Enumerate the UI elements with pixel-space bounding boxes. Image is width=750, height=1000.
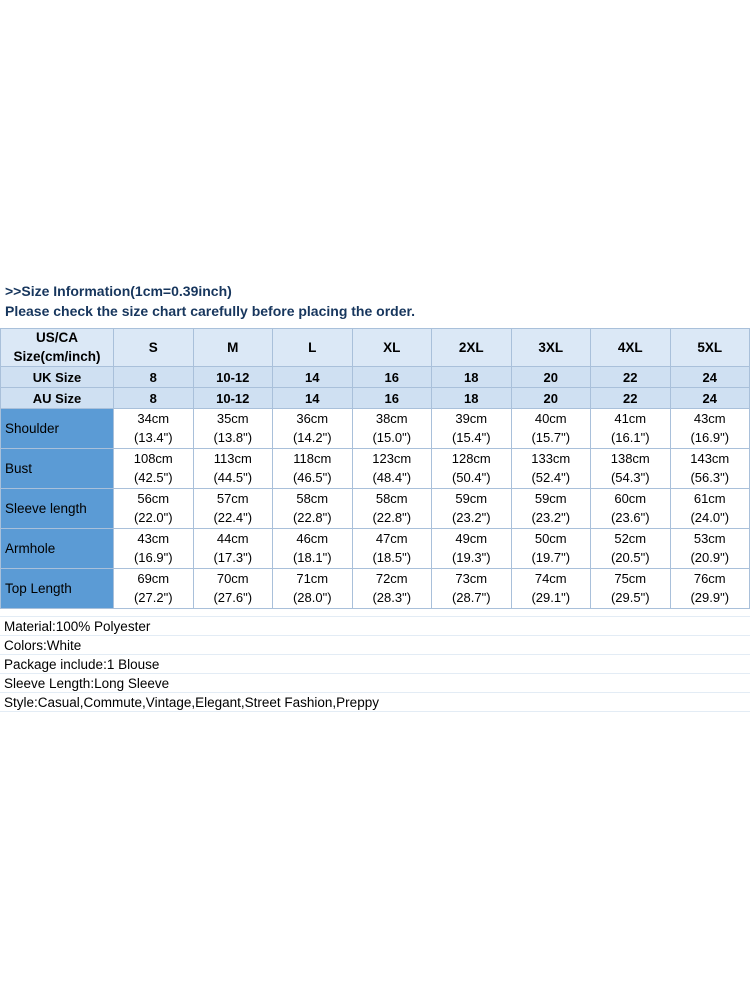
uk-size-value: 14: [272, 366, 353, 388]
size-cell: 39cm (15.4"): [431, 408, 512, 449]
au-size-value: 16: [351, 387, 432, 409]
size-cell: 36cm (14.2"): [272, 408, 353, 449]
size-col-header-xl: XL: [351, 328, 432, 367]
product-details-block: Material:100% Polyester Colors:White Pac…: [0, 616, 750, 712]
size-cell: 58cm (22.8"): [351, 488, 432, 529]
au-size-value: 24: [669, 387, 750, 409]
table-row-shoulder: Shoulder 34cm (13.4") 35cm (13.8") 36cm …: [0, 408, 750, 449]
au-size-value: 8: [113, 387, 194, 409]
detail-sleeve-length: Sleeve Length:Long Sleeve: [0, 674, 750, 693]
size-cell: 35cm (13.8"): [192, 408, 273, 449]
uk-size-value: 24: [669, 366, 750, 388]
table-row-sleeve-length: Sleeve length 56cm (22.0") 57cm (22.4") …: [0, 488, 750, 529]
table-row-top-length: Top Length 69cm (27.2") 70cm (27.6") 71c…: [0, 568, 750, 609]
uk-size-value: 22: [590, 366, 671, 388]
uk-size-row: UK Size 8 10-12 14 16 18 20 22 24: [0, 366, 750, 388]
uk-size-value: 20: [510, 366, 591, 388]
size-cell: 49cm (19.3"): [431, 528, 512, 569]
size-cell: 138cm (54.3"): [590, 448, 671, 489]
size-cell: 74cm (29.1"): [510, 568, 591, 609]
usca-size-header: US/CA Size(cm/inch): [0, 328, 114, 367]
row-label-shoulder: Shoulder: [0, 408, 114, 449]
au-size-value: 22: [590, 387, 671, 409]
size-col-header-l: L: [272, 328, 353, 367]
size-cell: 75cm (29.5"): [590, 568, 671, 609]
size-cell: 46cm (18.1"): [272, 528, 353, 569]
uk-size-label: UK Size: [0, 366, 114, 388]
detail-material: Material:100% Polyester: [0, 617, 750, 636]
size-cell: 118cm (46.5"): [272, 448, 353, 489]
size-cell: 52cm (20.5"): [590, 528, 671, 569]
size-cell: 50cm (19.7"): [510, 528, 591, 569]
uk-size-value: 16: [351, 366, 432, 388]
size-cell: 73cm (28.7"): [431, 568, 512, 609]
size-cell: 56cm (22.0"): [113, 488, 194, 529]
size-cell: 58cm (22.8"): [272, 488, 353, 529]
notice-block: >>Size Information(1cm=0.39inch) Please …: [0, 281, 750, 321]
uk-size-value: 18: [431, 366, 512, 388]
au-size-value: 18: [431, 387, 512, 409]
size-cell: 38cm (15.0"): [351, 408, 432, 449]
size-chart-content: >>Size Information(1cm=0.39inch) Please …: [0, 281, 750, 712]
size-col-header-4xl: 4XL: [590, 328, 671, 367]
size-cell: 44cm (17.3"): [192, 528, 273, 569]
size-col-header-2xl: 2XL: [431, 328, 512, 367]
uk-size-value: 10-12: [192, 366, 273, 388]
size-cell: 72cm (28.3"): [351, 568, 432, 609]
row-label-sleeve-length: Sleeve length: [0, 488, 114, 529]
size-cell: 128cm (50.4"): [431, 448, 512, 489]
size-col-header-m: M: [192, 328, 273, 367]
size-cell: 60cm (23.6"): [590, 488, 671, 529]
size-cell: 41cm (16.1"): [590, 408, 671, 449]
au-size-row: AU Size 8 10-12 14 16 18 20 22 24: [0, 387, 750, 409]
table-row-bust: Bust 108cm (42.5") 113cm (44.5") 118cm (…: [0, 448, 750, 489]
size-cell: 70cm (27.6"): [192, 568, 273, 609]
au-size-value: 10-12: [192, 387, 273, 409]
size-cell: 69cm (27.2"): [113, 568, 194, 609]
size-cell: 61cm (24.0"): [669, 488, 750, 529]
size-cell: 59cm (23.2"): [431, 488, 512, 529]
table-row-armhole: Armhole 43cm (16.9") 44cm (17.3") 46cm (…: [0, 528, 750, 569]
size-cell: 53cm (20.9"): [669, 528, 750, 569]
size-cell: 47cm (18.5"): [351, 528, 432, 569]
detail-package: Package include:1 Blouse: [0, 655, 750, 674]
size-information-heading: >>Size Information(1cm=0.39inch): [5, 283, 232, 299]
size-table: US/CA Size(cm/inch) S M L XL 2XL 3XL 4XL…: [0, 328, 750, 609]
size-col-header-s: S: [113, 328, 194, 367]
uk-size-value: 8: [113, 366, 194, 388]
size-cell: 43cm (16.9"): [669, 408, 750, 449]
size-col-header-5xl: 5XL: [669, 328, 750, 367]
au-size-value: 20: [510, 387, 591, 409]
size-cell: 43cm (16.9"): [113, 528, 194, 569]
detail-style: Style:Casual,Commute,Vintage,Elegant,Str…: [0, 693, 750, 712]
detail-colors: Colors:White: [0, 636, 750, 655]
row-label-bust: Bust: [0, 448, 114, 489]
size-cell: 71cm (28.0"): [272, 568, 353, 609]
size-cell: 40cm (15.7"): [510, 408, 591, 449]
size-cell: 133cm (52.4"): [510, 448, 591, 489]
size-cell: 113cm (44.5"): [192, 448, 273, 489]
size-col-header-3xl: 3XL: [510, 328, 591, 367]
row-label-armhole: Armhole: [0, 528, 114, 569]
size-cell: 57cm (22.4"): [192, 488, 273, 529]
size-cell: 59cm (23.2"): [510, 488, 591, 529]
size-cell: 108cm (42.5"): [113, 448, 194, 489]
row-label-top-length: Top Length: [0, 568, 114, 609]
au-size-value: 14: [272, 387, 353, 409]
au-size-label: AU Size: [0, 387, 114, 409]
size-cell: 123cm (48.4"): [351, 448, 432, 489]
size-cell: 76cm (29.9"): [669, 568, 750, 609]
size-cell: 34cm (13.4"): [113, 408, 194, 449]
size-header-row: US/CA Size(cm/inch) S M L XL 2XL 3XL 4XL…: [0, 328, 750, 367]
size-check-warning: Please check the size chart carefully be…: [5, 303, 416, 319]
size-cell: 143cm (56.3"): [669, 448, 750, 489]
